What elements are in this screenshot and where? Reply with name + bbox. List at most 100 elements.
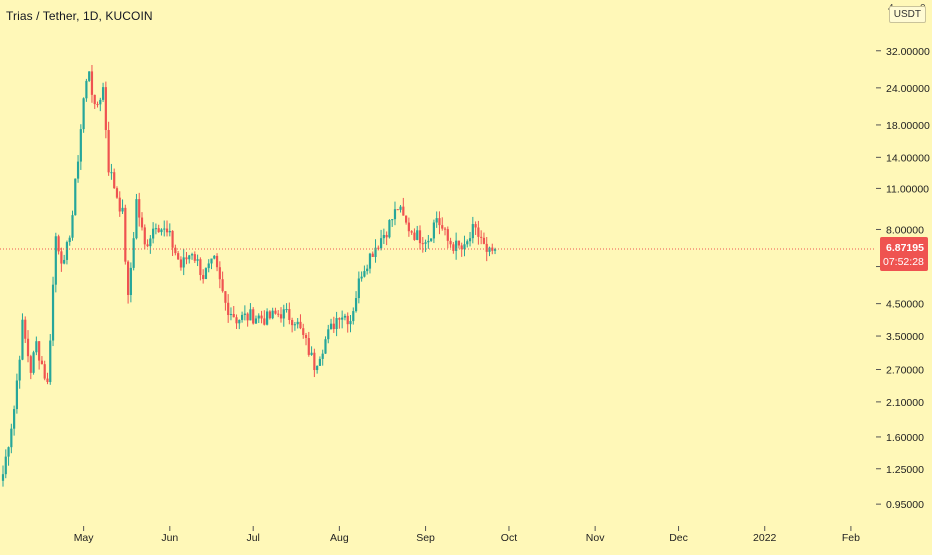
candle (26, 330, 30, 363)
candle-body (4, 456, 7, 475)
candle-body (252, 309, 255, 324)
candle (4, 449, 7, 479)
candle-body (488, 247, 491, 252)
candle (21, 313, 24, 361)
y-tick-label: 0.95000 (886, 499, 924, 511)
candle (24, 316, 27, 344)
candle (107, 121, 110, 176)
chart-title: Trias / Tether, 1D, KUCOIN (6, 9, 153, 23)
candle-body (266, 311, 269, 325)
candle-body (357, 278, 360, 299)
x-tick-label: 2022 (753, 532, 777, 544)
bar-countdown: 07:52:28 (883, 256, 924, 268)
y-tick-label: 1.60000 (886, 432, 924, 444)
candle (402, 197, 405, 216)
candle (110, 163, 113, 180)
candle-body (410, 231, 413, 233)
candle (171, 230, 174, 256)
candle-body (32, 352, 35, 373)
candle-body (285, 309, 288, 311)
candle (443, 227, 447, 236)
candle (82, 97, 85, 133)
candle-body (168, 230, 171, 233)
candle (196, 254, 199, 267)
candle (341, 310, 344, 329)
candle-body (360, 276, 363, 279)
currency-unit-badge[interactable]: USDT (888, 6, 926, 23)
candle-body (121, 207, 124, 212)
candle-body (71, 215, 74, 238)
candle-body (399, 206, 402, 210)
candle (88, 71, 91, 83)
y-tick-label: 4.50000 (886, 299, 924, 311)
candle (307, 331, 310, 357)
candle-body (85, 80, 88, 99)
candle (274, 307, 277, 315)
candle (332, 316, 335, 333)
candle-body (471, 224, 474, 239)
candle-body (268, 311, 271, 319)
candle-body (435, 218, 438, 223)
candle-body (15, 380, 18, 410)
candle (202, 269, 205, 284)
candle-body (51, 284, 55, 341)
candle-body (179, 259, 183, 268)
candle-body (391, 219, 394, 221)
candle-body (446, 229, 449, 241)
candle-body (299, 321, 302, 329)
candle-body (452, 244, 455, 251)
candle-body (302, 328, 305, 335)
candle-body (163, 228, 166, 230)
candle-body (54, 236, 57, 285)
candle (252, 307, 255, 325)
candle-body (76, 161, 80, 179)
candle-body (207, 263, 210, 269)
candle (418, 225, 422, 250)
candle (104, 81, 107, 139)
candle (143, 224, 146, 250)
candle-body (466, 241, 469, 245)
candle-body (13, 409, 16, 429)
candle (76, 155, 80, 183)
candle-body (385, 234, 388, 238)
candle (146, 239, 149, 248)
candle-body (485, 243, 488, 252)
candle (435, 211, 438, 228)
last-price-value: 6.87195 (886, 242, 924, 254)
candle-body (93, 94, 96, 105)
candle (157, 224, 160, 233)
candle (71, 210, 74, 241)
candle (296, 318, 299, 329)
candle-body (65, 242, 69, 260)
candle (438, 211, 441, 235)
candle-body (118, 197, 121, 212)
candle (393, 201, 397, 226)
candle-body (35, 341, 38, 353)
candle-body (21, 319, 24, 360)
candle-body (332, 323, 335, 330)
candle (263, 310, 266, 326)
candle-body (138, 199, 141, 218)
candle-body (204, 268, 208, 280)
candle-body (210, 258, 213, 264)
y-axis: 32.00000 24.00000 18.00000 14.00000 11.00000… (876, 46, 930, 511)
candle-body (318, 358, 322, 366)
candle (90, 65, 94, 103)
candle (229, 307, 233, 321)
candle (452, 242, 455, 254)
candle (174, 244, 177, 256)
candle-body (157, 228, 160, 233)
candle-body (455, 240, 458, 251)
candle (416, 225, 419, 241)
candle (357, 271, 360, 304)
candle (49, 334, 52, 385)
candle-body (160, 229, 163, 233)
candle (232, 305, 235, 318)
candle-body (438, 218, 441, 226)
candle (482, 232, 486, 245)
candle-body (405, 215, 408, 223)
candle (335, 311, 338, 337)
candle (480, 230, 483, 245)
last-price-tag: 6.87195 07:52:28 (880, 237, 928, 272)
candle (63, 254, 66, 265)
